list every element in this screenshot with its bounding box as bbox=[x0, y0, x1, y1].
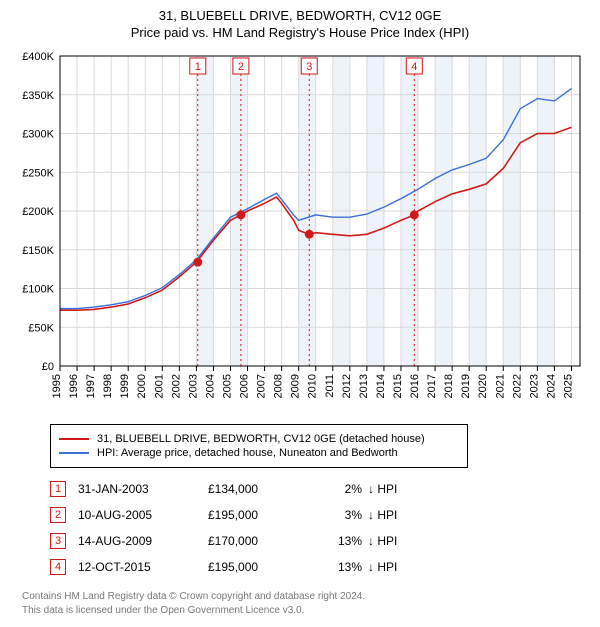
title-address: 31, BLUEBELL DRIVE, BEDWORTH, CV12 0GE bbox=[10, 8, 590, 23]
svg-text:2002: 2002 bbox=[170, 374, 182, 398]
sale-pct: 13% bbox=[308, 534, 368, 548]
sale-price: £195,000 bbox=[208, 508, 308, 522]
sale-hpi-compare: ↓ HPI bbox=[368, 534, 428, 548]
svg-text:£350K: £350K bbox=[22, 90, 54, 102]
sales-table: 131-JAN-2003£134,0002%↓ HPI210-AUG-2005£… bbox=[50, 476, 590, 580]
price-chart: £0 £50K £100K £150K £200K £250K £300K £350K £400… bbox=[10, 46, 590, 416]
title-block: 31, BLUEBELL DRIVE, BEDWORTH, CV12 0GE P… bbox=[10, 8, 590, 40]
svg-text:2024: 2024 bbox=[545, 374, 557, 398]
svg-text:2015: 2015 bbox=[392, 374, 404, 398]
svg-text:3: 3 bbox=[306, 61, 312, 73]
svg-text:1999: 1999 bbox=[119, 374, 131, 398]
sale-price: £170,000 bbox=[208, 534, 308, 548]
sale-row: 3 14-AUG-2009£170,00013%↓ HPI bbox=[50, 528, 590, 554]
title-subtitle: Price paid vs. HM Land Registry's House … bbox=[10, 25, 590, 40]
sale-pct: 2% bbox=[308, 482, 368, 496]
svg-text:2025: 2025 bbox=[562, 374, 574, 398]
svg-text:2003: 2003 bbox=[187, 374, 199, 398]
svg-text:2007: 2007 bbox=[256, 374, 268, 398]
sale-marker: 1 bbox=[50, 481, 66, 497]
sale-hpi-compare: ↓ HPI bbox=[368, 482, 428, 496]
svg-text:2001: 2001 bbox=[153, 374, 165, 398]
sale-date: 14-AUG-2009 bbox=[78, 534, 208, 548]
sale-date: 12-OCT-2015 bbox=[78, 560, 208, 574]
legend-label-hpi: HPI: Average price, detached house, Nune… bbox=[97, 447, 398, 459]
svg-text:£250K: £250K bbox=[22, 167, 54, 179]
sale-row: 1 31-JAN-2003£134,0002%↓ HPI bbox=[50, 476, 590, 502]
svg-text:2005: 2005 bbox=[221, 374, 233, 398]
legend-item-hpi: HPI: Average price, detached house, Nune… bbox=[59, 447, 459, 459]
sale-date: 31-JAN-2003 bbox=[78, 482, 208, 496]
legend-item-property: 31, BLUEBELL DRIVE, BEDWORTH, CV12 0GE (… bbox=[59, 433, 459, 445]
svg-text:2023: 2023 bbox=[528, 374, 540, 398]
sale-marker: 2 bbox=[50, 507, 66, 523]
sale-price: £134,000 bbox=[208, 482, 308, 496]
sale-hpi-compare: ↓ HPI bbox=[368, 508, 428, 522]
svg-text:2010: 2010 bbox=[307, 374, 319, 398]
svg-text:2018: 2018 bbox=[443, 374, 455, 398]
svg-text:1998: 1998 bbox=[102, 374, 114, 398]
svg-text:2000: 2000 bbox=[136, 374, 148, 398]
svg-text:2: 2 bbox=[238, 61, 244, 73]
svg-text:2006: 2006 bbox=[239, 374, 251, 398]
svg-text:£0: £0 bbox=[42, 361, 54, 373]
legend-label-property: 31, BLUEBELL DRIVE, BEDWORTH, CV12 0GE (… bbox=[97, 433, 425, 445]
legend-swatch-hpi bbox=[59, 452, 89, 454]
svg-text:2004: 2004 bbox=[204, 374, 216, 398]
sale-price: £195,000 bbox=[208, 560, 308, 574]
svg-text:2022: 2022 bbox=[511, 374, 523, 398]
svg-text:£200K: £200K bbox=[22, 206, 54, 218]
sale-marker: 3 bbox=[50, 533, 66, 549]
svg-text:1997: 1997 bbox=[85, 374, 97, 398]
svg-text:2012: 2012 bbox=[341, 374, 353, 398]
sale-row: 4 12-OCT-2015£195,00013%↓ HPI bbox=[50, 554, 590, 580]
sale-marker: 4 bbox=[50, 559, 66, 575]
footer-line-1: Contains HM Land Registry data © Crown c… bbox=[22, 590, 590, 604]
svg-text:2009: 2009 bbox=[290, 374, 302, 398]
sale-pct: 3% bbox=[308, 508, 368, 522]
svg-text:2021: 2021 bbox=[494, 374, 506, 398]
svg-text:4: 4 bbox=[411, 61, 417, 73]
footer-line-2: This data is licensed under the Open Gov… bbox=[22, 604, 590, 618]
svg-text:£50K: £50K bbox=[28, 322, 54, 334]
svg-text:£150K: £150K bbox=[22, 245, 54, 257]
chart-svg: £0 £50K £100K £150K £200K £250K £300K £350K £400… bbox=[10, 46, 590, 416]
svg-text:2020: 2020 bbox=[477, 374, 489, 398]
svg-text:£300K: £300K bbox=[22, 129, 54, 141]
svg-text:2008: 2008 bbox=[273, 374, 285, 398]
svg-text:2019: 2019 bbox=[460, 374, 472, 398]
svg-text:2011: 2011 bbox=[324, 374, 336, 398]
svg-text:2013: 2013 bbox=[358, 374, 370, 398]
svg-text:£100K: £100K bbox=[22, 284, 54, 296]
sale-row: 2 10-AUG-2005£195,0003%↓ HPI bbox=[50, 502, 590, 528]
svg-text:£400K: £400K bbox=[22, 51, 54, 63]
sale-hpi-compare: ↓ HPI bbox=[368, 560, 428, 574]
legend-swatch-property bbox=[59, 438, 89, 440]
sale-date: 10-AUG-2005 bbox=[78, 508, 208, 522]
svg-text:1995: 1995 bbox=[51, 374, 63, 398]
svg-text:1: 1 bbox=[195, 61, 201, 73]
svg-text:1996: 1996 bbox=[68, 374, 80, 398]
sale-pct: 13% bbox=[308, 560, 368, 574]
figure-container: 31, BLUEBELL DRIVE, BEDWORTH, CV12 0GE P… bbox=[0, 0, 600, 627]
svg-text:2016: 2016 bbox=[409, 374, 421, 398]
attribution: Contains HM Land Registry data © Crown c… bbox=[22, 590, 590, 617]
svg-text:2014: 2014 bbox=[375, 374, 387, 398]
legend: 31, BLUEBELL DRIVE, BEDWORTH, CV12 0GE (… bbox=[50, 424, 468, 468]
svg-text:2017: 2017 bbox=[426, 374, 438, 398]
